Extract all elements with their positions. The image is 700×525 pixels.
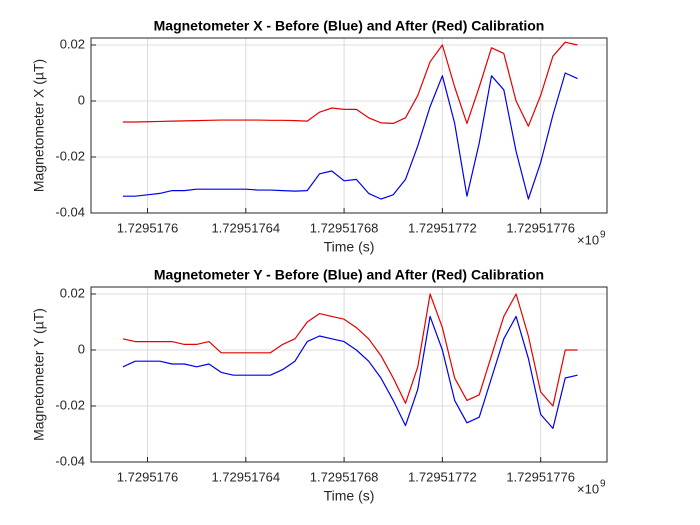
chart-title: Magnetometer Y - Before (Blue) and After…	[154, 267, 544, 283]
y-tick-label: 0.02	[60, 36, 85, 51]
subplot: 0.02 0 -0.02 -0.04 1.7295176 1.72951764 1.7295…	[31, 18, 608, 255]
y-tick-label: -0.02	[55, 397, 85, 412]
x-multiplier: ×10	[577, 232, 599, 247]
x-tick-label: 1.72951776	[506, 220, 575, 235]
x-tick-label: 1.72951768	[310, 469, 379, 484]
y-axis-label: Magnetometer Y (µT)	[31, 308, 47, 441]
x-tick-label: 1.72951776	[506, 469, 575, 484]
y-tick-label: 0.02	[60, 285, 85, 300]
y-axis-label: Magnetometer X (µT)	[31, 59, 47, 192]
x-tick-label: 1.72951772	[408, 469, 477, 484]
plot-area	[91, 38, 607, 213]
y-tick-label: 0	[78, 92, 85, 107]
x-tick-label: 1.72951772	[408, 220, 477, 235]
y-tick-label: -0.04	[55, 204, 85, 219]
x-tick-label: 1.7295176	[117, 220, 178, 235]
chart-title: Magnetometer X - Before (Blue) and After…	[154, 18, 545, 34]
data-line	[122, 41, 578, 127]
x-axis-label: Time (s)	[324, 239, 375, 255]
subplot: 0.02 0 -0.02 -0.04 1.7295176 1.72951764 1.7295…	[31, 267, 608, 504]
y-tick-label: 0	[78, 341, 85, 356]
x-multiplier-exponent: 9	[600, 230, 606, 241]
x-multiplier: ×10	[577, 481, 599, 496]
axes-frame	[90, 286, 608, 463]
x-multiplier-exponent: 9	[600, 479, 606, 490]
y-tick-label: -0.04	[55, 453, 85, 468]
data-line	[122, 72, 578, 200]
data-line	[122, 293, 578, 407]
x-tick-label: 1.72951764	[211, 469, 280, 484]
data-line	[122, 315, 578, 429]
plot-area	[91, 287, 607, 462]
y-tick-label: -0.02	[55, 148, 85, 163]
x-tick-label: 1.7295176	[117, 469, 178, 484]
x-tick-label: 1.72951768	[310, 220, 379, 235]
x-axis-label: Time (s)	[324, 488, 375, 504]
x-tick-label: 1.72951764	[211, 220, 280, 235]
axes-frame	[90, 37, 608, 214]
